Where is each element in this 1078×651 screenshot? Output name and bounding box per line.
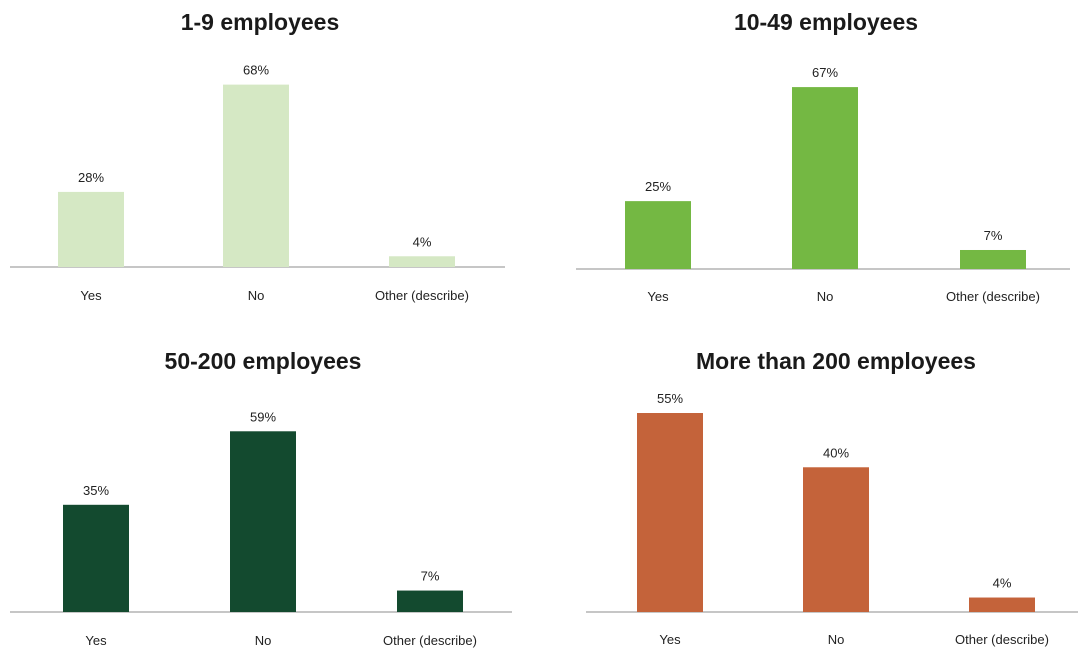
data-label: 7% [421, 569, 440, 584]
data-label: 25% [645, 179, 671, 194]
tick-label: No [828, 632, 845, 647]
chart-title: 1-9 employees [181, 9, 340, 35]
tick-label: Yes [659, 632, 681, 647]
data-label: 28% [78, 170, 104, 185]
data-label: 4% [413, 234, 432, 249]
chart-panel-1-9: 1-9 employees 28% Yes 68% No 4% Other (descri… [10, 9, 505, 303]
tick-label: No [817, 289, 834, 304]
chart-panel-200-plus: More than 200 employees 55% Yes 40% No 4% Oth… [586, 348, 1078, 647]
data-label: 4% [993, 576, 1012, 591]
bar [63, 504, 129, 612]
tick-label: Other (describe) [946, 289, 1040, 304]
chart-title: More than 200 employees [696, 348, 976, 374]
chart-panel-50-200: 50-200 employees 35% Yes 59% No 7% Other (des… [10, 348, 512, 648]
data-label: 35% [83, 483, 109, 498]
tick-label: Other (describe) [375, 288, 469, 303]
data-label: 40% [823, 445, 849, 460]
bar [792, 87, 858, 269]
data-label: 55% [657, 391, 683, 406]
bar [969, 597, 1035, 612]
chart-title: 50-200 employees [165, 348, 362, 374]
tick-label: No [248, 288, 265, 303]
data-label: 67% [812, 65, 838, 80]
bar [223, 84, 289, 268]
bar [637, 413, 703, 612]
tick-label: Other (describe) [383, 633, 477, 648]
bar [230, 431, 296, 612]
tick-label: Yes [80, 288, 102, 303]
bar [625, 201, 691, 269]
bar [397, 590, 463, 612]
tick-label: No [255, 633, 272, 648]
chart-title: 10-49 employees [734, 9, 918, 35]
tick-label: Yes [647, 289, 669, 304]
data-label: 68% [243, 63, 269, 78]
bar [389, 256, 455, 267]
tick-label: Other (describe) [955, 632, 1049, 647]
data-label: 59% [250, 409, 276, 424]
bar [58, 191, 124, 267]
chart-panel-10-49: 10-49 employees 25% Yes 67% No 7% Other (desc… [576, 9, 1070, 304]
tick-label: Yes [85, 633, 107, 648]
bar [960, 249, 1026, 269]
bar [803, 467, 869, 612]
data-label: 7% [984, 228, 1003, 243]
